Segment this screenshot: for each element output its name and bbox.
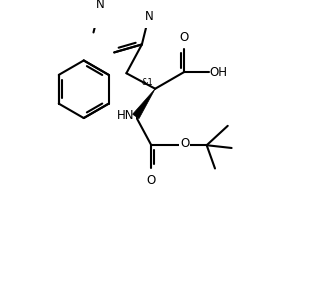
Text: N: N <box>145 10 153 23</box>
Text: &1: &1 <box>142 78 153 87</box>
Polygon shape <box>133 89 155 119</box>
Text: HN: HN <box>117 109 135 122</box>
Text: O: O <box>147 174 156 187</box>
Text: O: O <box>180 137 189 150</box>
Text: OH: OH <box>209 66 227 79</box>
Text: O: O <box>179 31 189 44</box>
Text: N: N <box>96 0 105 11</box>
